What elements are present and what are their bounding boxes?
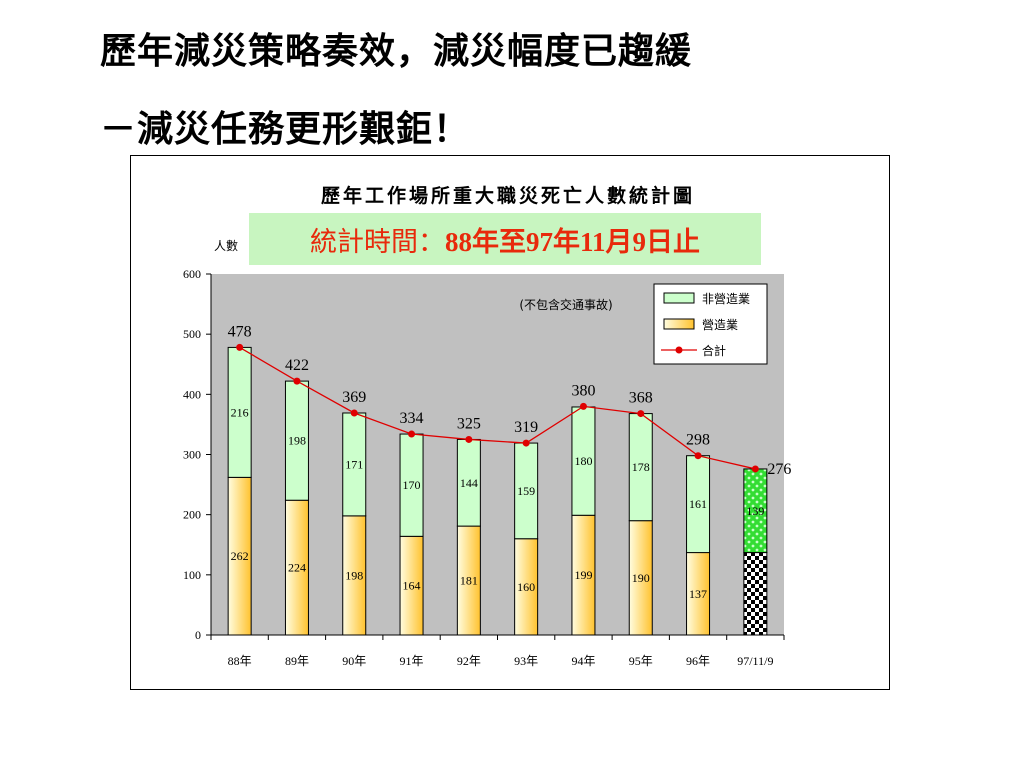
- x-tick-label: 97/11/9: [737, 654, 773, 668]
- construction-value-label: 190: [632, 571, 650, 585]
- slide-title-line-1: 歷年減災策略奏效，減災幅度已趨緩: [100, 31, 693, 72]
- y-tick-label: 0: [195, 628, 201, 642]
- non-construction-value-label: 171: [345, 457, 363, 471]
- fatality-chart: 歷年工作場所重大職災死亡人數統計圖 人數 (不包含交通事故) 0 100 200 30…: [183, 184, 792, 668]
- x-tick-label: 88年: [228, 654, 252, 668]
- total-point: [751, 465, 759, 473]
- y-tick-label: 200: [183, 508, 201, 522]
- total-point: [350, 409, 358, 417]
- construction-value-label: 262: [231, 549, 249, 563]
- construction-value-label: 164: [403, 579, 421, 593]
- x-tick-label: 96年: [686, 654, 710, 668]
- total-point: [293, 377, 301, 385]
- construction-value-label: 181: [460, 574, 478, 588]
- total-point: [694, 452, 702, 460]
- non-construction-value-label: 216: [231, 405, 249, 419]
- slide-title-line-2: －減災任務更形艱鉅！: [100, 109, 471, 150]
- non-construction-value-label: 139: [746, 504, 764, 518]
- total-value-label: 368: [629, 390, 653, 407]
- x-tick-label: 92年: [457, 654, 481, 668]
- total-point: [522, 439, 530, 447]
- y-tick-label: 300: [183, 448, 201, 462]
- total-value-label: 276: [767, 461, 791, 478]
- total-point: [236, 343, 244, 351]
- non-construction-value-label: 180: [574, 454, 592, 468]
- total-point: [637, 410, 645, 418]
- stat-period-value: 88年至97年11月9日止: [444, 226, 700, 257]
- stat-period-label: 統計時間：: [309, 226, 445, 257]
- y-tick-label: 500: [183, 327, 201, 341]
- bars-group: 262 216 224 198 198 171 164 170 181 144 160 159 199 1…: [227, 346, 768, 636]
- total-point: [408, 430, 416, 438]
- x-tick-label: 93年: [514, 654, 538, 668]
- legend-label-non-construction: 非營造業: [702, 292, 750, 306]
- x-tick-label: 94年: [571, 654, 595, 668]
- legend-swatch-construction: [663, 318, 695, 330]
- chart-title: 歷年工作場所重大職災死亡人數統計圖: [321, 184, 695, 207]
- y-tick-label: 400: [183, 387, 201, 401]
- legend-label-construction: 營造業: [702, 318, 738, 332]
- y-tick-label: 600: [183, 267, 201, 281]
- non-construction-value-label: 161: [689, 497, 707, 511]
- non-construction-value-label: 198: [288, 434, 306, 448]
- total-value-label: 369: [342, 389, 366, 406]
- total-value-label: 380: [571, 382, 595, 399]
- non-construction-value-label: 178: [632, 460, 650, 474]
- y-tick-label: 100: [183, 568, 201, 582]
- legend-label-total: 合計: [702, 343, 726, 358]
- construction-value-label: 160: [517, 580, 535, 594]
- non-construction-value-label: 159: [517, 484, 535, 498]
- total-line: [239, 346, 756, 470]
- legend-swatch-non-construction: [663, 292, 695, 304]
- x-tick-label: 91年: [400, 654, 424, 668]
- chart-note: (不包含交通事故): [519, 297, 612, 312]
- total-point: [465, 435, 473, 443]
- x-tick-label: 95年: [629, 654, 653, 668]
- construction-value-label: 137: [689, 587, 707, 601]
- construction-bar: [743, 552, 768, 636]
- x-tick-label: 90年: [342, 654, 366, 668]
- total-value-label: 334: [400, 410, 424, 427]
- y-axis-label: 人數: [214, 239, 238, 253]
- total-value-label: 478: [228, 323, 252, 340]
- construction-value-label: 198: [345, 568, 363, 582]
- total-line-group: 478 422 369 334 325 319 380 368 298 276: [228, 323, 792, 478]
- non-construction-value-label: 170: [403, 478, 421, 492]
- construction-value-label: 199: [574, 568, 592, 582]
- total-point: [579, 402, 587, 410]
- stat-period-badge: 統計時間：88年至97年11月9日止: [249, 213, 761, 265]
- construction-value-label: 224: [288, 561, 306, 575]
- total-value-label: 422: [285, 357, 309, 374]
- total-value-label: 325: [457, 415, 481, 432]
- legend-marker-total: [675, 346, 683, 354]
- total-value-label: 298: [686, 432, 710, 449]
- total-value-label: 319: [514, 419, 538, 436]
- non-construction-value-label: 144: [460, 476, 478, 490]
- x-tick-label: 89年: [285, 654, 309, 668]
